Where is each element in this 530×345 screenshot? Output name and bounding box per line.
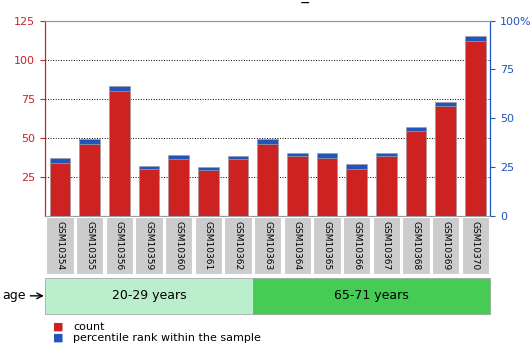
Bar (405, 131, 427, 216)
Bar (405, 127, 427, 131)
Text: ■: ■ (53, 322, 64, 332)
Bar (138, 169, 160, 216)
Bar (316, 153, 338, 158)
Bar (109, 86, 130, 91)
Bar (316, 158, 338, 216)
Bar (376, 153, 397, 156)
Bar (287, 153, 308, 156)
Bar (346, 164, 367, 169)
Bar (376, 156, 397, 216)
Text: GSM10369: GSM10369 (441, 221, 450, 270)
Bar (79, 144, 100, 216)
Bar (346, 169, 367, 216)
Text: GSM10364: GSM10364 (293, 221, 302, 270)
Bar (227, 156, 249, 159)
Text: GSM10356: GSM10356 (115, 221, 123, 270)
Bar (257, 139, 278, 144)
Bar (465, 41, 486, 216)
Text: GSM10361: GSM10361 (204, 221, 213, 270)
Bar (435, 102, 456, 107)
Bar (435, 107, 456, 216)
Text: 20-29 years: 20-29 years (112, 289, 186, 302)
Text: GDS473 / 230698_at: GDS473 / 230698_at (166, 0, 324, 3)
Bar (168, 159, 189, 216)
Bar (168, 155, 189, 159)
Text: GSM10365: GSM10365 (323, 221, 331, 270)
Text: GSM10355: GSM10355 (85, 221, 94, 270)
Text: GSM10367: GSM10367 (382, 221, 391, 270)
Bar (198, 170, 219, 216)
Bar (49, 162, 70, 216)
Bar (287, 156, 308, 216)
Text: GSM10363: GSM10363 (263, 221, 272, 270)
Text: count: count (73, 322, 104, 332)
Bar (79, 139, 100, 144)
Bar (465, 36, 486, 41)
Bar (198, 167, 219, 170)
Text: GSM10366: GSM10366 (352, 221, 361, 270)
Bar (109, 91, 130, 216)
Text: GSM10359: GSM10359 (145, 221, 153, 270)
Text: 65-71 years: 65-71 years (334, 289, 409, 302)
Bar (49, 158, 70, 162)
Bar (257, 144, 278, 216)
Text: ■: ■ (53, 333, 64, 343)
Text: GSM10370: GSM10370 (471, 221, 480, 270)
Text: percentile rank within the sample: percentile rank within the sample (73, 333, 261, 343)
Text: age: age (3, 289, 26, 302)
Text: GSM10362: GSM10362 (234, 221, 242, 270)
Bar (138, 166, 160, 169)
Text: GSM10354: GSM10354 (56, 221, 64, 270)
Text: GSM10368: GSM10368 (412, 221, 420, 270)
Text: GSM10360: GSM10360 (174, 221, 183, 270)
Bar (227, 159, 249, 216)
